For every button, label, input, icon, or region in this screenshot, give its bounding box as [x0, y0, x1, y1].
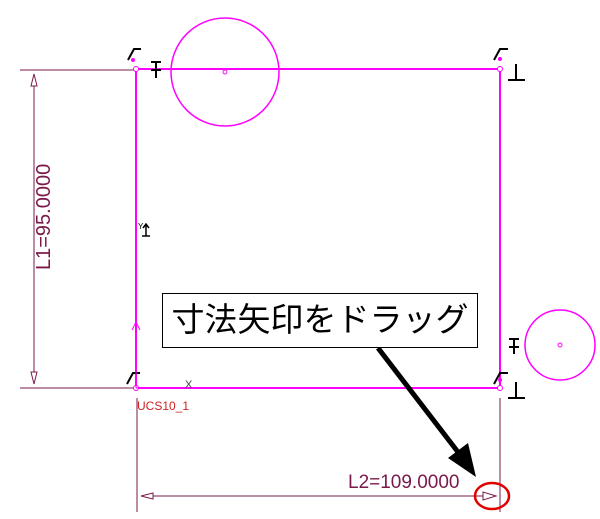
ucs-x-label: X	[185, 379, 193, 391]
coincident-icon	[493, 48, 508, 61]
circle-center-top[interactable]	[222, 69, 228, 75]
coincident-icon	[127, 48, 141, 61]
dimension-l1-label[interactable]: L1=95.0000	[33, 164, 55, 270]
dimension-l1[interactable]	[20, 69, 135, 389]
callout-text: 寸法矢印をドラッグ	[171, 300, 469, 339]
coincident-icon	[126, 372, 140, 385]
ucs-y-label: Y	[138, 222, 144, 231]
sketch-rectangle[interactable]	[135, 68, 501, 389]
constraint-pin-icon	[509, 338, 519, 354]
callout-pointer-arrow	[376, 346, 476, 477]
drag-highlight-circle	[473, 481, 511, 511]
dimension-l2[interactable]	[136, 398, 501, 512]
ucs-label: UCS10_1	[137, 399, 189, 413]
perpendicular-icon	[508, 64, 525, 81]
sketch-circle-top[interactable]	[170, 17, 280, 127]
dimension-l2-label[interactable]: L2=109.0000	[348, 472, 459, 493]
perpendicular-icon	[508, 382, 525, 399]
circle-center-right[interactable]	[557, 342, 563, 348]
y-axis-marker-icon	[142, 222, 150, 237]
sketch-circle-right[interactable]	[524, 309, 596, 381]
coincident-icon	[493, 372, 508, 385]
constraint-pin-icon	[151, 61, 161, 78]
callout-box: 寸法矢印をドラッグ	[162, 293, 478, 348]
dimension-arrow-handle[interactable]	[482, 491, 498, 501]
ucs-axes-icon	[131, 320, 185, 389]
